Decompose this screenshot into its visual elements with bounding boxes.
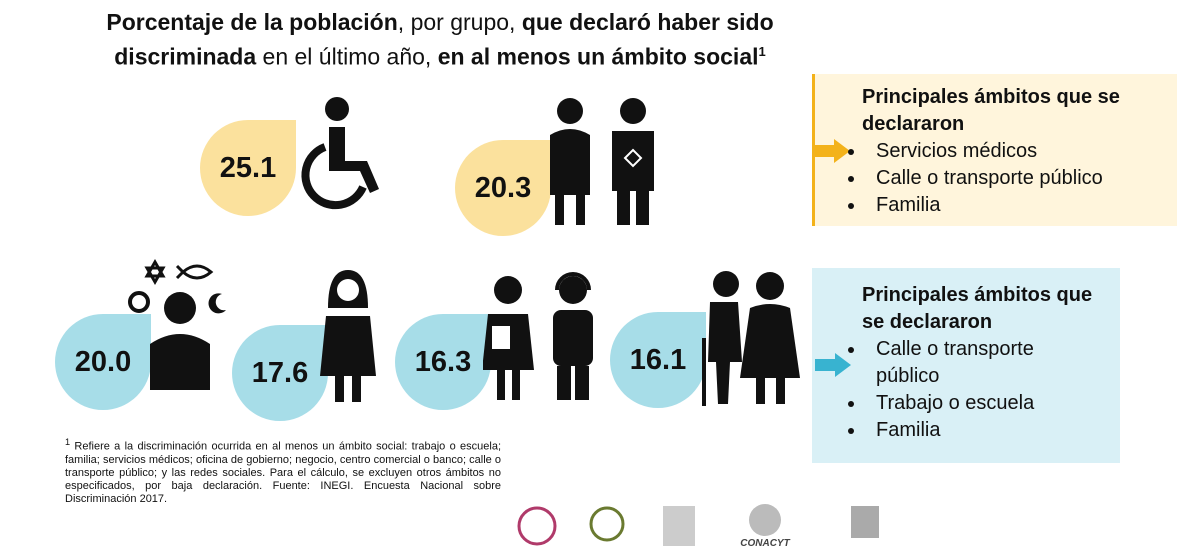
title-part: , por grupo, xyxy=(398,9,516,35)
panel-heading: Principales ámbitos que se declararon xyxy=(862,84,1172,138)
panel: Principales ámbitos que se declararon Ca… xyxy=(862,282,1102,444)
footnote-mark: 1 xyxy=(759,44,766,59)
footnote-mark: 1 xyxy=(65,437,70,447)
panel-item: Familia xyxy=(866,192,1172,219)
bubble: 20.3 xyxy=(455,140,551,236)
panel-item: Calle o transporte público xyxy=(866,165,1172,192)
woman-icon xyxy=(318,268,378,403)
panel-item: Calle o transporte público xyxy=(866,336,1102,390)
elderly-icon xyxy=(698,268,803,408)
bubble: 17.6 xyxy=(232,325,328,421)
logos: CONACYT xyxy=(515,500,905,552)
panel-item: Familia xyxy=(866,417,1102,444)
footnote: 1 Refiere a la discriminación ocurrida e… xyxy=(65,436,501,506)
panel-item: Servicios médicos xyxy=(866,138,1172,165)
title-part: que declaró haber sido xyxy=(522,9,774,35)
panel-item: Trabajo o escuela xyxy=(866,390,1102,417)
logo-text: CONACYT xyxy=(740,538,790,549)
footnote-text: Refiere a la discriminación ocurrida en … xyxy=(65,441,501,505)
title-part: discriminada xyxy=(114,44,256,70)
bubble: 16.1 xyxy=(610,312,706,408)
bubble: 16.3 xyxy=(395,314,491,410)
bubble: 25.1 xyxy=(200,120,296,216)
title-part: en el último año, xyxy=(263,44,432,70)
title-part: en al menos un ámbito social xyxy=(438,44,759,70)
panel: Principales ámbitos que se declararon Se… xyxy=(862,84,1172,219)
title: Porcentaje de la población, por grupo, q… xyxy=(0,8,880,72)
page: Porcentaje de la población, por grupo, q… xyxy=(0,0,1177,552)
couple-icon xyxy=(545,95,660,227)
youth-icon xyxy=(483,270,603,402)
title-part: Porcentaje de la población xyxy=(106,9,397,35)
wheelchair-icon xyxy=(295,95,390,220)
panel-heading: Principales ámbitos que se declararon xyxy=(862,282,1102,336)
religion-icon xyxy=(125,258,235,393)
